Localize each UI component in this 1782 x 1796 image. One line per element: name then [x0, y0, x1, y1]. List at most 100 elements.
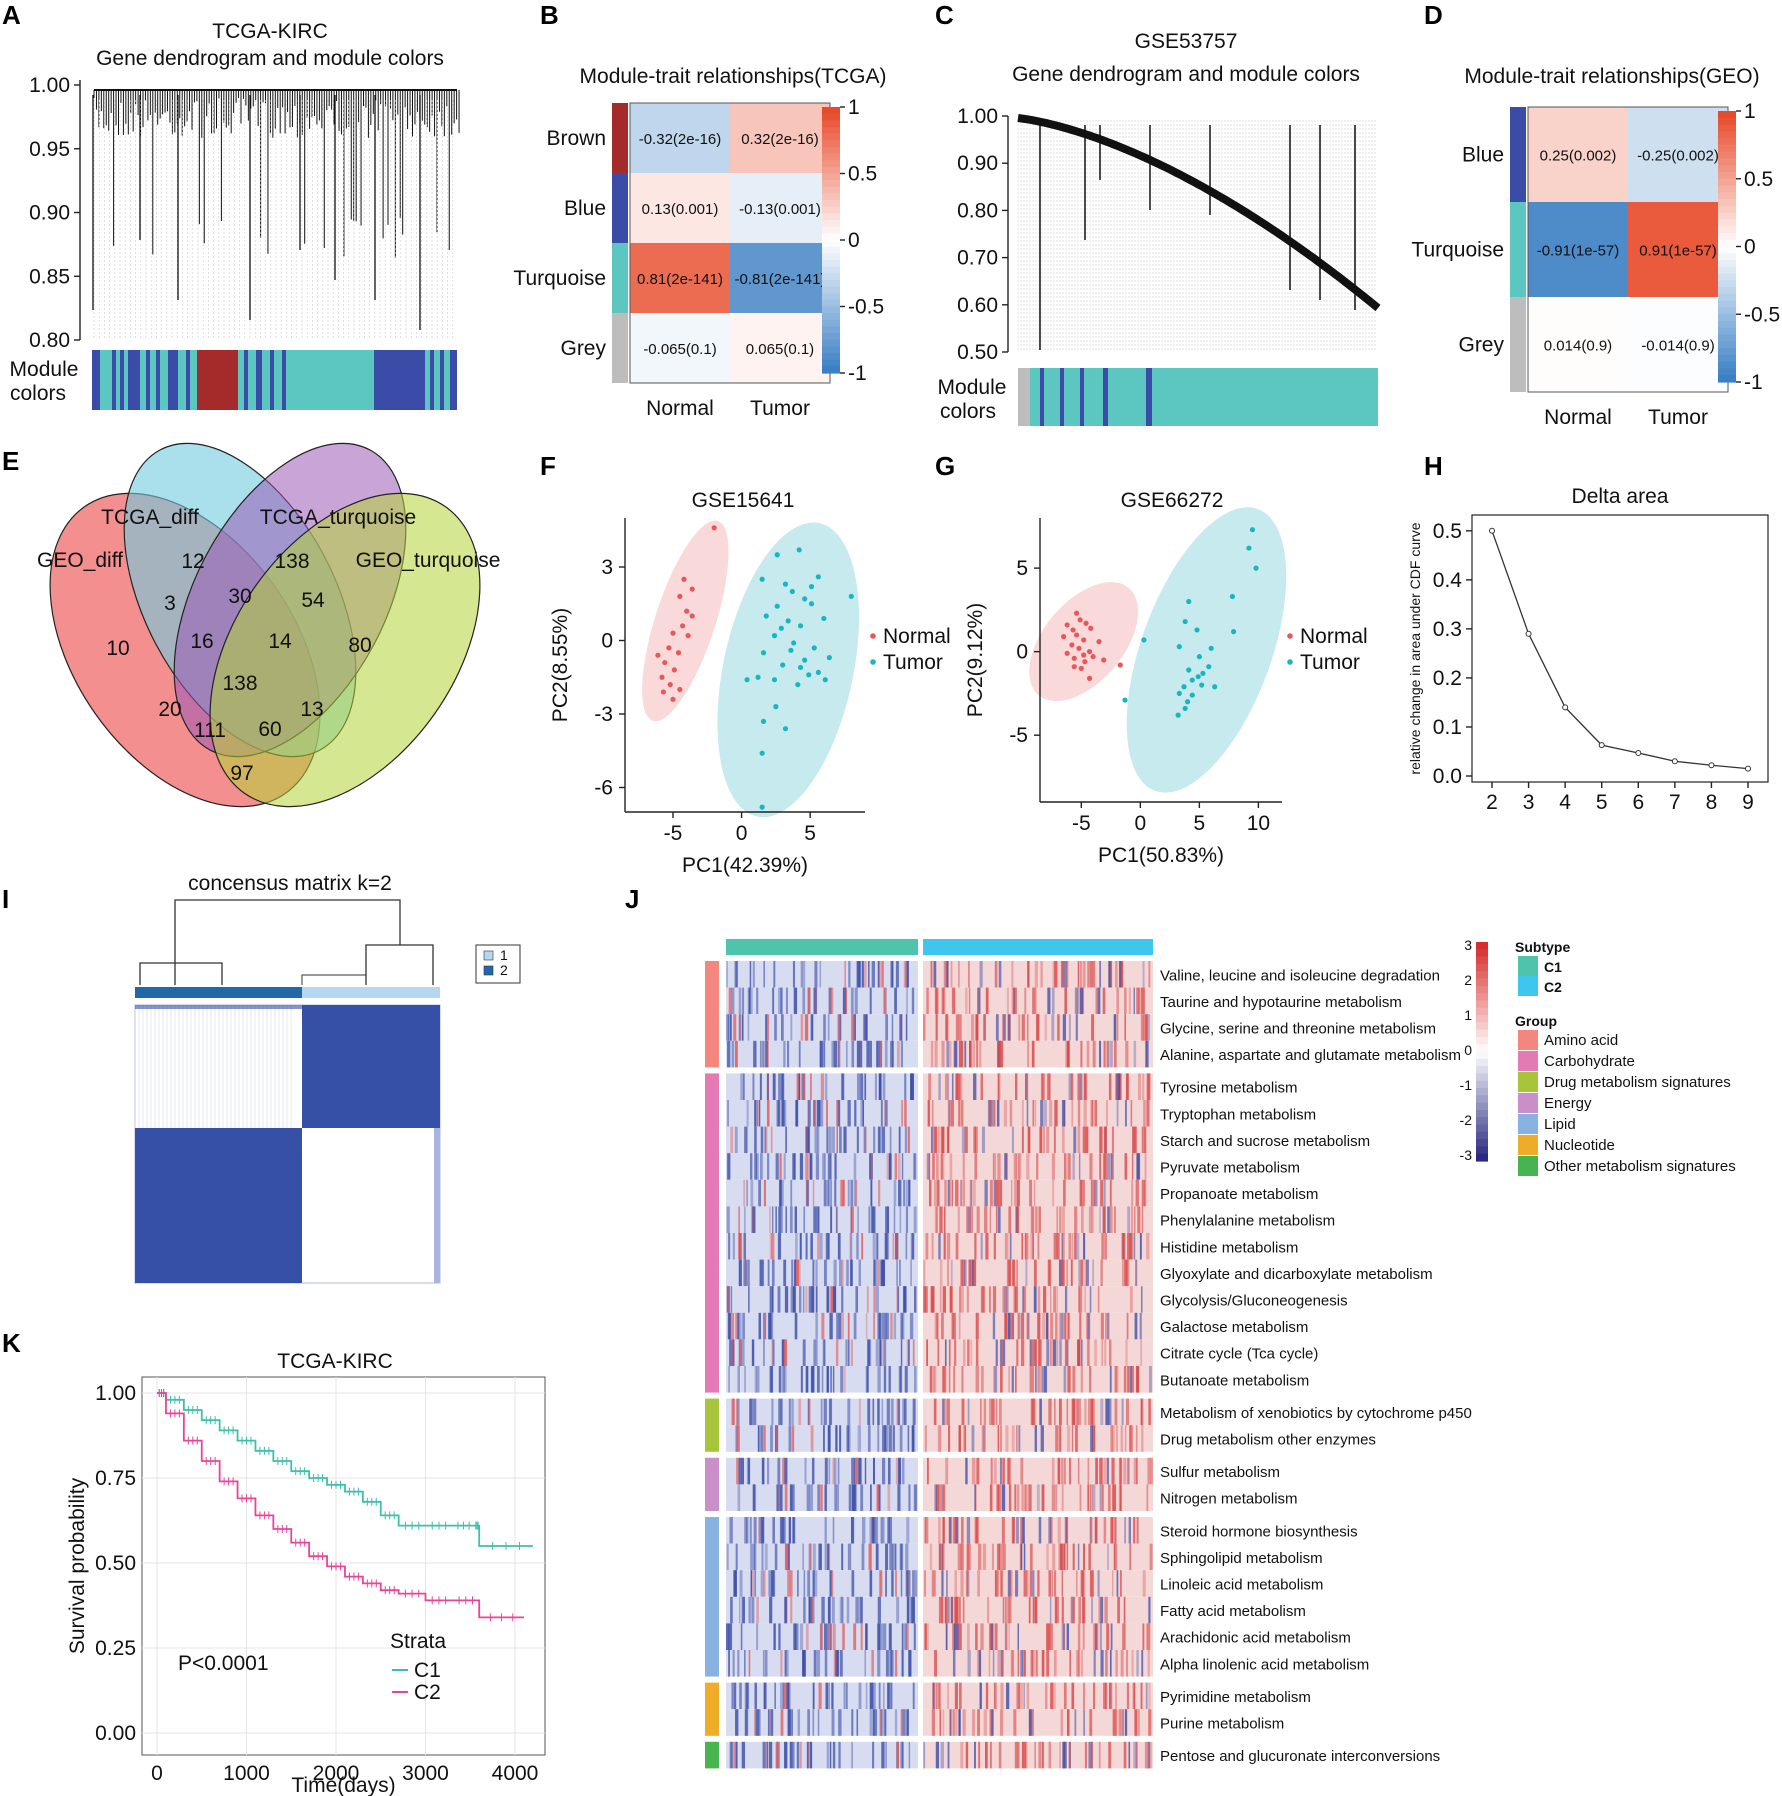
- panel-j-cell: [942, 987, 945, 1015]
- panel-j-cell: [966, 1206, 969, 1233]
- panel-j-cell: [982, 1425, 986, 1452]
- panel-j-cell: [1000, 1682, 1004, 1710]
- panel-j-cell: [856, 961, 859, 988]
- panel-j-cell: [855, 1457, 859, 1485]
- panel-j-cell: [905, 1570, 909, 1597]
- panel-j-cell: [731, 1040, 735, 1068]
- panel-j-cell: [1126, 1259, 1130, 1287]
- panel-j-cell: [810, 1073, 812, 1100]
- panel-j-cell: [1064, 961, 1068, 988]
- panel-j-cell: [799, 1233, 802, 1260]
- panel-j-cell: [977, 1709, 980, 1736]
- panel-j-cell: [869, 1709, 872, 1736]
- pca-point-normal: [671, 667, 677, 673]
- panel-j-cell: [961, 1366, 964, 1393]
- panel-j-cell: [737, 1366, 740, 1393]
- panel-j-cell: [730, 1741, 733, 1769]
- panel-j-cell: [966, 1206, 969, 1233]
- panel-j-cell: [857, 1596, 861, 1624]
- pca-point-tumor: [1176, 644, 1182, 650]
- trait-row-color: [1510, 297, 1526, 392]
- panel-j-cell: [1116, 1073, 1118, 1100]
- panel-j-cell: [1007, 1570, 1011, 1597]
- panel-j-cell: [805, 1126, 807, 1154]
- panel-j-cell: [846, 1040, 848, 1068]
- panel-j-cell: [780, 1650, 783, 1677]
- panel-j-cell: [1070, 1596, 1073, 1624]
- panel-j-cell: [772, 1286, 774, 1313]
- panel-k-xtick-label: 2000: [313, 1762, 360, 1785]
- panel-j-cell: [726, 1543, 729, 1571]
- panel-g-title: GSE66272: [1121, 489, 1224, 512]
- panel-j-cell: [1061, 1259, 1065, 1287]
- trait-cell-label: 0.32(2e-16): [741, 131, 819, 148]
- panel-j-cell: [807, 1126, 811, 1154]
- panel-j-cell: [998, 961, 1002, 988]
- panel-j-cell: [808, 1286, 812, 1313]
- trait-row-label: Grey: [1458, 334, 1504, 357]
- pca-point-tumor: [795, 682, 801, 688]
- panel-j-cell: [1091, 1484, 1094, 1511]
- panel-j-cell: [726, 1206, 730, 1233]
- panel-j-cell: [943, 1233, 946, 1260]
- panel-j-cell: [757, 1425, 760, 1452]
- pca-point-tumor: [802, 596, 808, 602]
- panel-j-cell: [816, 1339, 818, 1366]
- panel-j-cell: [1000, 1366, 1003, 1393]
- trait-scale-step: [1718, 266, 1736, 275]
- panel-j-cell: [731, 1682, 734, 1710]
- panel-j-cell: [933, 961, 937, 988]
- pca-point-tumor: [1253, 565, 1259, 571]
- panel-j-cell: [813, 1100, 816, 1127]
- panel-j-cell: [1132, 1682, 1136, 1710]
- panel-j-cell: [782, 1457, 785, 1485]
- panel-j-cell: [1061, 1484, 1064, 1511]
- panel-j-cell: [1103, 1153, 1107, 1180]
- panel-j-cell: [767, 1153, 770, 1180]
- panel-j-cell: [1140, 1682, 1143, 1710]
- panel-j-cell: [941, 1312, 944, 1340]
- panel-j-cell: [1089, 1517, 1092, 1544]
- panel-j-metabolism-heatmap: Valine, leucine and isoleucine degradati…: [705, 937, 1736, 1769]
- panel-j-group-bar: [705, 961, 719, 1068]
- panel-j-cell: [1019, 1153, 1022, 1180]
- panel-j-cell: [1008, 1457, 1012, 1485]
- pca-point-tumor: [1231, 629, 1237, 635]
- panel-j-cell: [990, 1457, 993, 1485]
- trait-scale-step: [1718, 199, 1736, 207]
- panel-j-cell: [1069, 1650, 1072, 1677]
- panel-j-cell: [1134, 1206, 1136, 1233]
- panel-j-cell: [823, 1179, 827, 1207]
- panel-j-scale-label: -3: [1460, 1147, 1473, 1163]
- panel-j-cell: [853, 1153, 857, 1180]
- panel-j-cell: [1052, 1179, 1055, 1207]
- panel-j-cell: [815, 1286, 818, 1313]
- panel-letter-a: A: [2, 0, 21, 30]
- panel-j-cell: [895, 1570, 897, 1597]
- panel-j-cell: [1111, 1126, 1115, 1154]
- pca-point-tumor: [773, 704, 779, 710]
- panel-j-cell: [1098, 1596, 1101, 1624]
- panel-j-cell: [869, 1682, 873, 1710]
- panel-j-group-title: Group: [1515, 1013, 1557, 1029]
- panel-j-cell: [1002, 1339, 1006, 1366]
- panel-j-cell: [851, 1457, 854, 1485]
- panel-c-ytick-label: 0.90: [957, 152, 998, 175]
- pca-point-normal: [685, 633, 691, 639]
- panel-j-cell: [1035, 1650, 1038, 1677]
- panel-j-bg-c1: [726, 961, 918, 988]
- panel-j-cell: [1099, 961, 1102, 988]
- panel-j-cell: [776, 1484, 779, 1511]
- panel-j-cell: [985, 1741, 988, 1769]
- panel-j-cell: [1108, 1040, 1111, 1068]
- panel-j-cell: [1034, 1100, 1037, 1127]
- panel-j-cell: [1115, 1425, 1119, 1452]
- panel-c-title-line2: Gene dendrogram and module colors: [1012, 63, 1360, 86]
- panel-j-cell: [888, 1517, 893, 1544]
- panel-j-cell: [816, 1206, 819, 1233]
- panel-j-cell: [896, 1040, 900, 1068]
- trait-cell-label: -0.32(2e-16): [639, 131, 722, 148]
- panel-b-module-trait: Module-trait relationships(TCGA) Brown -0…: [513, 65, 886, 420]
- panel-j-cell: [905, 1014, 908, 1041]
- panel-j-cell: [832, 1366, 835, 1393]
